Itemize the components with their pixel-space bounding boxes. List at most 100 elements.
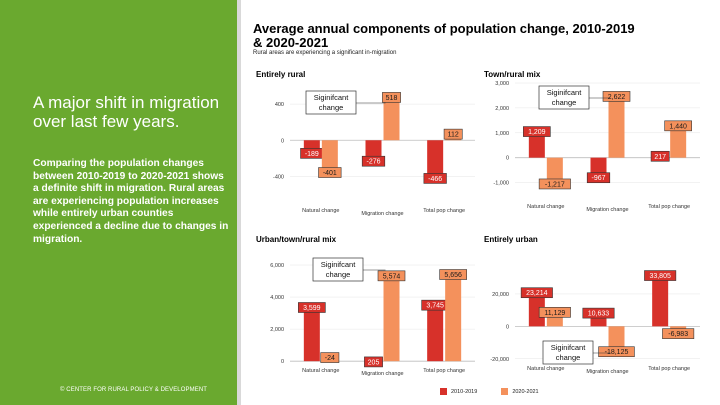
data-label: 1,440 xyxy=(669,123,687,130)
data-label-box xyxy=(598,346,635,358)
y-tick-label: -400 xyxy=(273,174,284,180)
y-tick-label: 0 xyxy=(506,156,509,162)
legend-swatch-2020-2021 xyxy=(501,388,509,395)
y-tick-label: 0 xyxy=(281,359,284,365)
data-label-box xyxy=(582,307,615,319)
data-label: 23,214 xyxy=(526,290,548,297)
x-tick-label: Natural change xyxy=(527,366,564,372)
x-tick-label: Natural change xyxy=(527,204,564,210)
x-tick-label: Migration change xyxy=(361,211,403,217)
data-label-box xyxy=(423,173,447,184)
annotation-box xyxy=(312,257,364,282)
chart-title-urban-town-rural-mix: Urban/town/rural mix xyxy=(256,235,337,244)
x-tick-label: Natural change xyxy=(302,208,339,214)
y-tick-label: 400 xyxy=(275,102,284,108)
annotation-text: change xyxy=(552,98,577,107)
y-tick-label: 20,000 xyxy=(492,292,509,298)
chart-title-entirely-rural: Entirely rural xyxy=(256,70,306,79)
data-label-box xyxy=(318,167,342,178)
data-label: -18,125 xyxy=(605,349,629,356)
y-tick-label: 4,000 xyxy=(270,295,284,301)
bar xyxy=(383,271,400,362)
bar xyxy=(445,270,462,362)
x-tick-label: Migration change xyxy=(586,207,628,213)
x-tick-label: Migration change xyxy=(361,371,403,377)
data-label-box xyxy=(439,269,467,280)
data-label-box xyxy=(298,302,326,313)
data-label: 205 xyxy=(368,359,380,366)
data-label-box xyxy=(361,155,386,167)
data-label: -189 xyxy=(305,151,319,158)
page-title: Average annual components of population … xyxy=(253,21,635,50)
chart-legend: 2010-2019 2020-2021 xyxy=(440,388,539,395)
x-tick-label: Total pop change xyxy=(648,204,690,210)
data-label-box xyxy=(650,150,670,162)
bar xyxy=(608,92,625,158)
annotation-text: Siginifcant xyxy=(314,93,350,102)
data-label-box xyxy=(602,91,631,102)
bar xyxy=(427,140,444,183)
chart-title-entirely-urban: Entirely urban xyxy=(484,235,538,244)
data-label-box xyxy=(364,356,383,368)
y-tick-label: -1,000 xyxy=(493,181,509,187)
bar xyxy=(427,301,444,362)
annotation-text: change xyxy=(319,103,344,112)
data-label: -466 xyxy=(428,176,442,183)
bar xyxy=(303,303,320,362)
y-tick-label: -20,000 xyxy=(490,357,509,363)
sidebar-body-text: Comparing the population changes between… xyxy=(33,158,229,245)
data-label-box xyxy=(538,178,571,190)
data-label: 1,209 xyxy=(528,129,546,136)
y-tick-label: 0 xyxy=(281,138,284,144)
data-label-box xyxy=(382,92,401,103)
y-tick-label: 2,000 xyxy=(495,106,509,112)
data-label: -401 xyxy=(323,170,337,177)
data-label: -967 xyxy=(591,175,605,182)
legend-label-2020-2021: 2020-2021 xyxy=(512,388,539,395)
data-label: 10,633 xyxy=(588,311,610,318)
x-tick-label: Total pop change xyxy=(648,366,690,372)
data-label: 217 xyxy=(654,154,666,161)
data-label: -24 xyxy=(325,355,335,362)
data-label: -1,217 xyxy=(545,181,565,188)
annotation-text: change xyxy=(556,353,581,362)
data-label: 112 xyxy=(448,132,459,139)
y-tick-label: 2,000 xyxy=(270,327,284,333)
data-label-box xyxy=(644,270,677,281)
sidebar-panel: A major shift in migration over last few… xyxy=(0,0,237,405)
x-tick-label: Natural change xyxy=(302,368,339,374)
data-label: 3,745 xyxy=(426,303,444,310)
legend-swatch-2010-2019 xyxy=(440,388,447,395)
data-label-box xyxy=(320,352,340,363)
bar xyxy=(383,93,400,141)
data-label: 518 xyxy=(386,95,398,102)
annotation-box xyxy=(538,85,590,110)
legend-item-2020-2021: 2020-2021 xyxy=(501,388,539,395)
data-label: 11,129 xyxy=(544,310,565,317)
annotation-box xyxy=(542,340,594,365)
x-tick-label: Total pop change xyxy=(423,368,465,374)
legend-label-2010-2019: 2010-2019 xyxy=(451,388,478,395)
data-label: 2,622 xyxy=(608,94,626,101)
annotation-text: Siginifcant xyxy=(321,260,357,269)
x-tick-label: Migration change xyxy=(586,369,628,375)
data-label: 3,599 xyxy=(303,305,321,312)
data-label: -6,983 xyxy=(668,331,688,338)
data-label: 5,574 xyxy=(383,273,401,280)
data-label-box xyxy=(443,128,463,140)
copyright-footer: © CENTER FOR RURAL POLICY & DEVELOPMENT xyxy=(60,387,208,393)
data-label-box xyxy=(377,270,406,282)
data-label-box xyxy=(520,287,553,299)
sidebar-headline: A major shift in migration over last few… xyxy=(33,93,220,131)
data-label-box xyxy=(664,120,692,132)
y-tick-label: 6,000 xyxy=(270,263,284,269)
annotation-box xyxy=(305,90,357,115)
y-tick-label: 0 xyxy=(506,324,509,330)
data-label-box xyxy=(662,328,695,339)
y-tick-label: 3,000 xyxy=(495,81,509,87)
data-label: 5,656 xyxy=(444,272,462,279)
annotation-text: Siginifcant xyxy=(551,343,587,352)
page-subtitle: Rural areas are experiencing a significa… xyxy=(253,50,397,56)
bar xyxy=(652,271,669,327)
